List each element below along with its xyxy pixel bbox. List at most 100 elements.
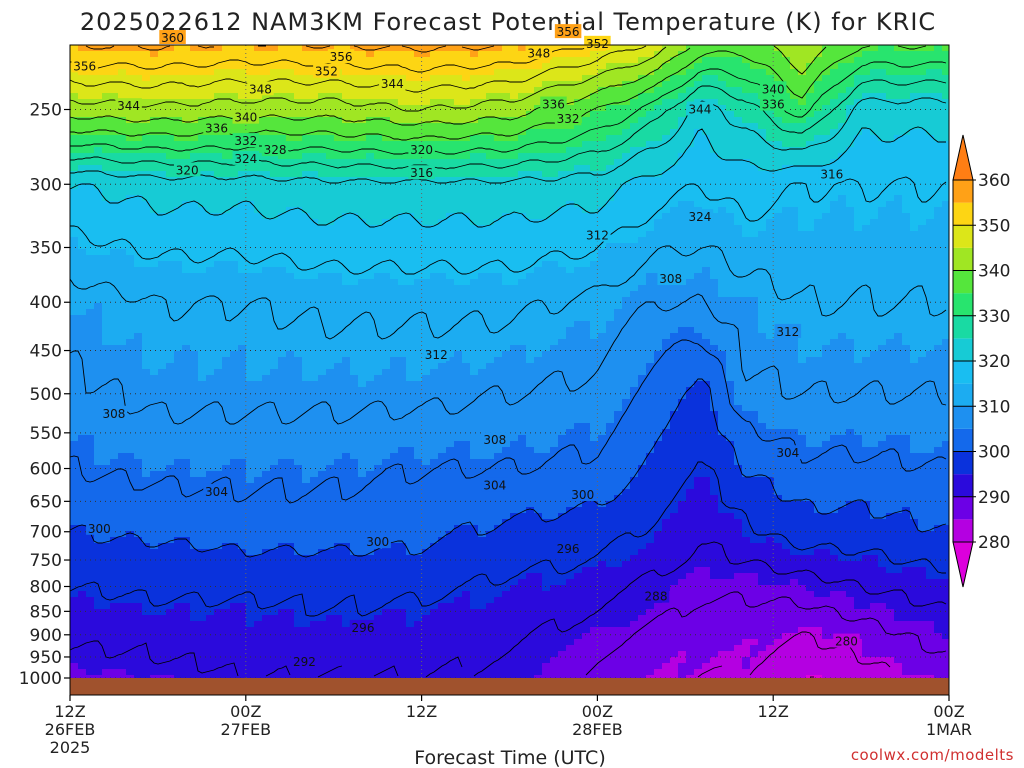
field-cell <box>374 453 383 460</box>
field-cell <box>238 387 247 394</box>
field-cell <box>94 609 103 616</box>
field-cell <box>102 249 111 256</box>
field-cell <box>190 429 199 436</box>
field-cell <box>214 579 223 586</box>
field-cell <box>294 375 303 382</box>
field-cell <box>358 411 367 418</box>
field-cell <box>238 303 247 310</box>
field-cell <box>86 273 95 280</box>
field-cell <box>430 615 439 622</box>
field-cell <box>302 537 311 544</box>
field-cell <box>286 579 295 586</box>
field-cell <box>102 123 111 130</box>
field-cell <box>414 291 423 298</box>
field-cell <box>438 195 447 202</box>
field-cell <box>102 225 111 232</box>
field-cell <box>286 429 295 436</box>
field-cell <box>286 435 295 442</box>
field-cell <box>438 129 447 136</box>
field-cell <box>422 195 431 202</box>
field-cell <box>270 183 279 190</box>
field-cell <box>366 417 375 424</box>
field-cell <box>422 393 431 400</box>
field-cell <box>150 141 159 148</box>
field-cell <box>230 627 239 634</box>
field-cell <box>318 591 327 598</box>
field-cell <box>446 63 455 70</box>
field-cell <box>246 471 255 478</box>
field-cell <box>302 513 311 520</box>
field-cell <box>214 69 223 76</box>
field-cell <box>382 399 391 406</box>
field-cell <box>126 579 135 586</box>
field-cell <box>422 279 431 286</box>
field-cell <box>126 213 135 220</box>
field-cell <box>430 591 439 598</box>
field-cell <box>198 291 207 298</box>
field-cell <box>182 615 191 622</box>
field-cell <box>430 231 439 238</box>
field-cell <box>270 447 279 454</box>
field-cell <box>270 393 279 400</box>
field-cell <box>78 585 87 592</box>
field-cell <box>430 309 439 316</box>
field-cell <box>142 519 151 526</box>
field-cell <box>390 315 399 322</box>
field-cell <box>206 417 215 424</box>
field-cell <box>326 513 335 520</box>
field-cell <box>406 651 415 658</box>
field-cell <box>270 165 279 172</box>
field-cell <box>238 75 247 82</box>
field-cell <box>382 663 391 670</box>
field-cell <box>318 501 327 508</box>
field-cell <box>150 549 159 556</box>
field-cell <box>422 63 431 70</box>
field-cell <box>110 609 119 616</box>
field-cell <box>110 165 119 172</box>
field-cell <box>342 285 351 292</box>
field-cell <box>446 69 455 76</box>
field-cell <box>334 417 343 424</box>
field-cell <box>158 465 167 472</box>
field-cell <box>230 471 239 478</box>
field-cell <box>134 603 143 610</box>
field-cell <box>294 489 303 496</box>
field-cell <box>214 237 223 244</box>
field-cell <box>358 645 367 652</box>
field-cell <box>206 141 215 148</box>
field-cell <box>182 57 191 64</box>
field-cell <box>206 93 215 100</box>
field-cell <box>422 489 431 496</box>
field-cell <box>174 201 183 208</box>
field-cell <box>238 519 247 526</box>
field-cell <box>94 273 103 280</box>
field-cell <box>438 561 447 568</box>
field-cell <box>150 183 159 190</box>
field-cell <box>350 117 359 124</box>
field-cell <box>142 201 151 208</box>
field-cell <box>350 429 359 436</box>
field-cell <box>126 51 135 58</box>
field-cell <box>414 501 423 508</box>
field-cell <box>182 621 191 628</box>
field-cell <box>94 327 103 334</box>
field-cell <box>134 195 143 202</box>
field-cell <box>110 267 119 274</box>
field-cell <box>86 117 95 124</box>
field-cell <box>414 93 423 100</box>
field-cell <box>318 237 327 244</box>
field-cell <box>342 279 351 286</box>
field-cell <box>246 645 255 652</box>
field-cell <box>142 249 151 256</box>
field-cell <box>318 363 327 370</box>
field-cell <box>70 495 79 502</box>
field-cell <box>78 129 87 136</box>
field-cell <box>286 285 295 292</box>
field-cell <box>302 135 311 142</box>
field-cell <box>398 231 407 238</box>
field-cell <box>358 267 367 274</box>
field-cell <box>222 435 231 442</box>
field-cell <box>230 255 239 262</box>
field-cell <box>238 501 247 508</box>
field-cell <box>102 621 111 628</box>
